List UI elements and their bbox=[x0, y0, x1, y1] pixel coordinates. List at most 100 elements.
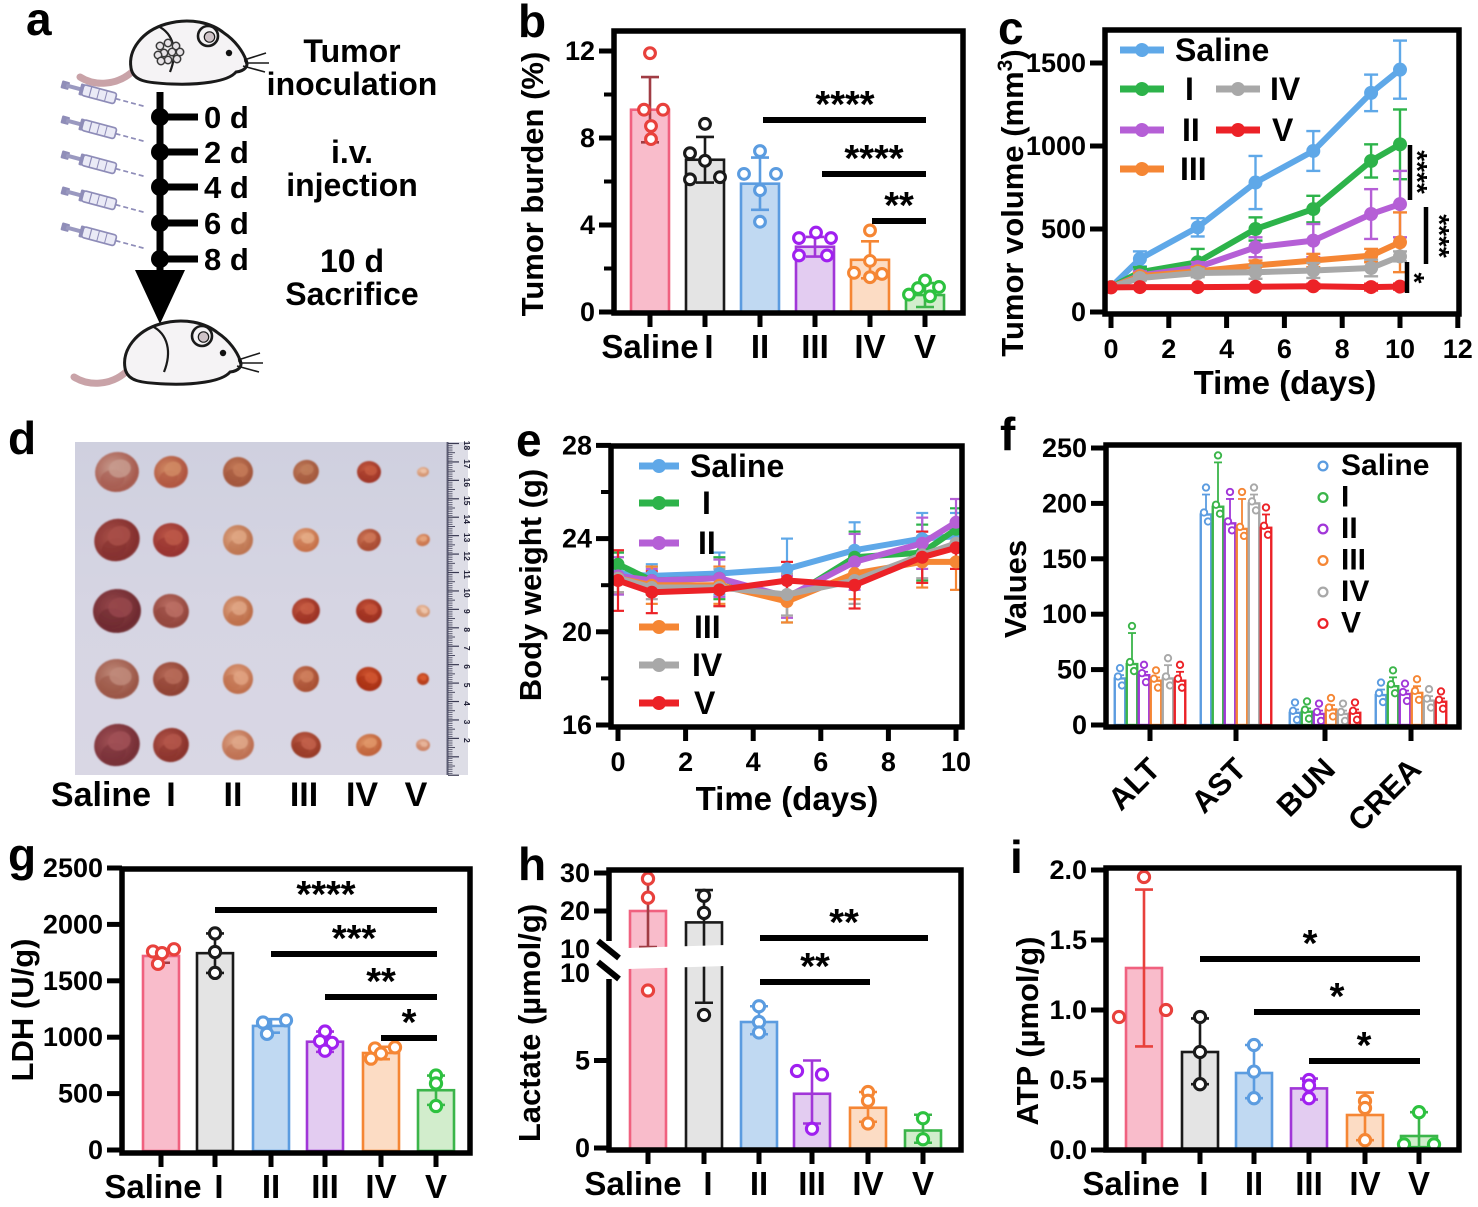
svg-text:Sacrifice: Sacrifice bbox=[285, 276, 418, 312]
svg-text:*: * bbox=[402, 1002, 417, 1044]
svg-text:IV: IV bbox=[1349, 1165, 1380, 1202]
svg-text:12: 12 bbox=[1443, 334, 1473, 364]
svg-text:Values: Values bbox=[998, 540, 1033, 638]
svg-text:II: II bbox=[1341, 512, 1358, 545]
svg-text:Tumor volume (mm3): Tumor volume (mm3) bbox=[994, 49, 1030, 356]
svg-text:****: **** bbox=[1402, 150, 1433, 194]
svg-text:Saline: Saline bbox=[584, 1165, 681, 1202]
svg-text:Saline: Saline bbox=[1341, 449, 1429, 482]
svg-text:III: III bbox=[290, 776, 318, 814]
svg-text:ATP (µmol/g): ATP (µmol/g) bbox=[1010, 937, 1045, 1126]
svg-text:I: I bbox=[704, 328, 713, 365]
svg-text:IV: IV bbox=[854, 328, 885, 365]
svg-text:0: 0 bbox=[610, 747, 625, 777]
svg-text:V: V bbox=[1341, 607, 1361, 640]
svg-text:0: 0 bbox=[580, 297, 595, 327]
svg-text:7: 7 bbox=[462, 646, 472, 651]
svg-text:III: III bbox=[694, 609, 721, 645]
svg-text:*: * bbox=[1357, 1025, 1372, 1067]
svg-text:2: 2 bbox=[1161, 334, 1176, 364]
svg-text:4: 4 bbox=[1219, 334, 1234, 364]
svg-text:2: 2 bbox=[678, 747, 693, 777]
svg-text:****: **** bbox=[844, 138, 903, 180]
svg-text:0: 0 bbox=[1072, 710, 1087, 740]
svg-text:30: 30 bbox=[560, 858, 590, 888]
svg-text:9: 9 bbox=[462, 609, 472, 614]
svg-text:f: f bbox=[1000, 408, 1016, 460]
svg-text:Saline: Saline bbox=[104, 1168, 201, 1205]
svg-text:6: 6 bbox=[813, 747, 828, 777]
svg-text:12: 12 bbox=[462, 551, 472, 561]
svg-text:12: 12 bbox=[565, 36, 595, 66]
svg-text:IV: IV bbox=[692, 647, 723, 683]
svg-text:8: 8 bbox=[1335, 334, 1350, 364]
svg-text:g: g bbox=[8, 829, 36, 881]
svg-text:IV: IV bbox=[852, 1165, 883, 1202]
svg-text:10: 10 bbox=[941, 747, 971, 777]
svg-text:4: 4 bbox=[746, 747, 761, 777]
svg-text:2: 2 bbox=[462, 738, 472, 743]
svg-text:50: 50 bbox=[1057, 655, 1087, 685]
svg-text:150: 150 bbox=[1042, 544, 1087, 574]
svg-text:5: 5 bbox=[462, 683, 472, 688]
svg-text:IV: IV bbox=[365, 1168, 396, 1205]
svg-text:2500: 2500 bbox=[43, 853, 103, 883]
svg-text:III: III bbox=[1180, 151, 1207, 187]
svg-text:V: V bbox=[405, 776, 428, 814]
svg-text:II: II bbox=[1182, 112, 1200, 148]
svg-text:24: 24 bbox=[562, 524, 592, 554]
svg-text:2.0: 2.0 bbox=[1049, 855, 1087, 885]
svg-text:IV: IV bbox=[1270, 71, 1301, 107]
svg-text:I: I bbox=[1185, 71, 1194, 107]
svg-text:III: III bbox=[1295, 1165, 1323, 1202]
svg-text:0 d: 0 d bbox=[204, 100, 249, 135]
svg-text:****: **** bbox=[296, 874, 355, 916]
svg-text:V: V bbox=[912, 1165, 934, 1202]
svg-text:18: 18 bbox=[462, 441, 472, 451]
svg-text:2000: 2000 bbox=[43, 909, 103, 939]
svg-text:10: 10 bbox=[462, 588, 472, 598]
svg-text:**: ** bbox=[366, 961, 396, 1003]
svg-text:11: 11 bbox=[462, 570, 472, 579]
svg-text:III: III bbox=[801, 328, 829, 365]
svg-text:4: 4 bbox=[580, 210, 595, 240]
svg-text:Time (days): Time (days) bbox=[1194, 364, 1377, 401]
svg-text:8: 8 bbox=[881, 747, 896, 777]
svg-text:0: 0 bbox=[575, 1133, 590, 1163]
svg-text:13: 13 bbox=[462, 533, 472, 543]
svg-text:3: 3 bbox=[462, 720, 472, 725]
svg-text:16: 16 bbox=[562, 710, 592, 740]
svg-text:Saline: Saline bbox=[51, 776, 151, 814]
svg-text:II: II bbox=[698, 525, 716, 561]
svg-text:0.5: 0.5 bbox=[1049, 1065, 1087, 1095]
svg-text:II: II bbox=[1245, 1165, 1263, 1202]
svg-text:***: *** bbox=[332, 918, 377, 960]
svg-text:LDH (U/g): LDH (U/g) bbox=[5, 939, 40, 1082]
svg-text:200: 200 bbox=[1042, 488, 1087, 518]
svg-text:6 d: 6 d bbox=[204, 206, 249, 241]
svg-text:1500: 1500 bbox=[43, 966, 103, 996]
svg-text:Time (days): Time (days) bbox=[696, 780, 879, 817]
svg-text:0.0: 0.0 bbox=[1049, 1135, 1087, 1165]
svg-text:b: b bbox=[518, 0, 546, 47]
svg-text:15: 15 bbox=[462, 496, 472, 506]
svg-text:5: 5 bbox=[575, 1046, 590, 1076]
svg-text:500: 500 bbox=[58, 1079, 103, 1109]
svg-text:4 d: 4 d bbox=[204, 170, 249, 205]
svg-text:1500: 1500 bbox=[1026, 48, 1086, 78]
svg-text:8: 8 bbox=[580, 123, 595, 153]
svg-text:V: V bbox=[1272, 112, 1294, 148]
svg-text:****: **** bbox=[1424, 214, 1455, 258]
svg-text:1.5: 1.5 bbox=[1049, 925, 1087, 955]
svg-text:**: ** bbox=[829, 902, 859, 944]
svg-text:c: c bbox=[998, 2, 1024, 54]
svg-text:1.0: 1.0 bbox=[1049, 995, 1087, 1025]
svg-text:1000: 1000 bbox=[43, 1022, 103, 1052]
svg-text:10 d: 10 d bbox=[320, 243, 384, 279]
svg-text:10: 10 bbox=[1385, 334, 1415, 364]
svg-text:Saline: Saline bbox=[601, 328, 698, 365]
svg-text:IV: IV bbox=[346, 776, 378, 814]
svg-text:h: h bbox=[518, 838, 546, 890]
svg-text:1000: 1000 bbox=[1026, 131, 1086, 161]
svg-text:Saline: Saline bbox=[690, 448, 784, 484]
